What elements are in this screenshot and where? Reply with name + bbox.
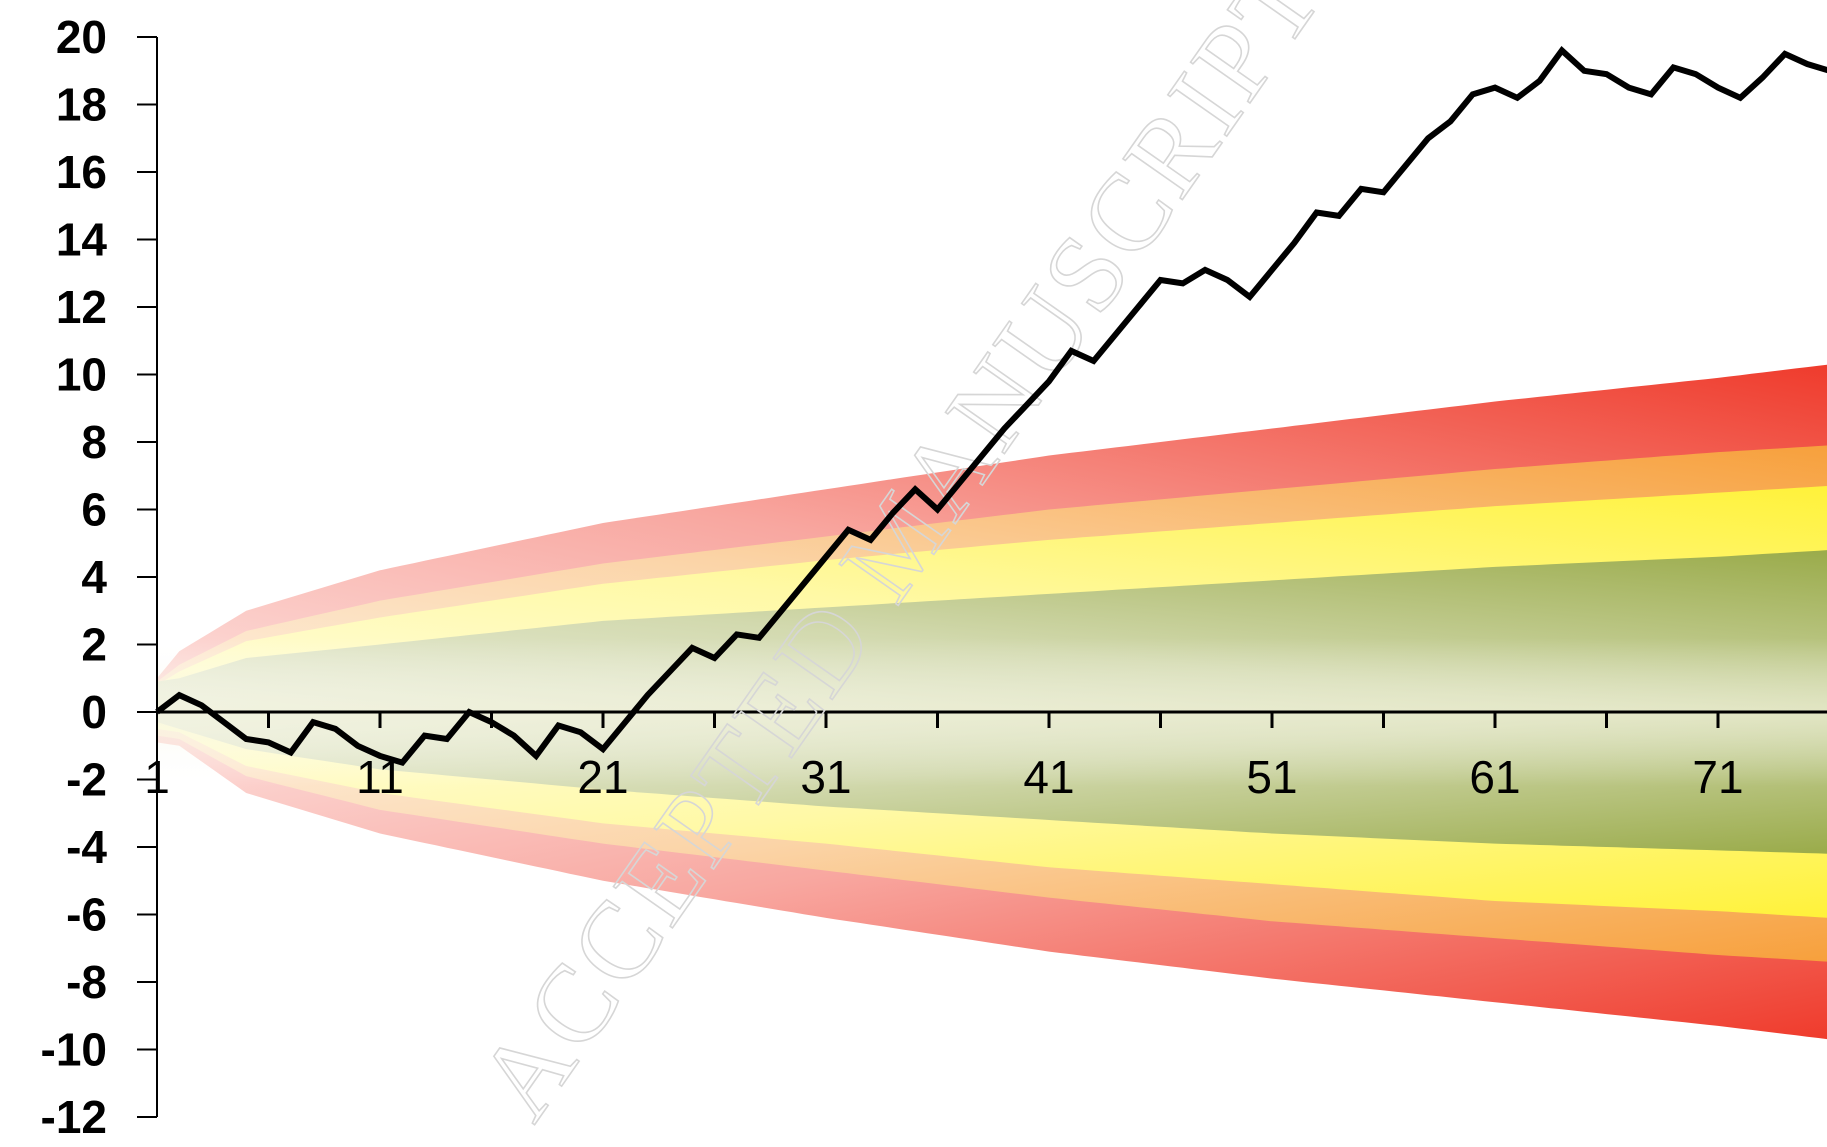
y-tick-label: -2: [66, 754, 107, 806]
y-tick-label: 16: [56, 146, 107, 198]
y-tick-label: -8: [66, 956, 107, 1008]
x-tick-label: 51: [1246, 751, 1297, 803]
y-tick-label: 6: [81, 484, 107, 536]
y-tick-label: -4: [66, 821, 107, 873]
y-tick-label: 18: [56, 79, 107, 131]
y-tick-label: 4: [81, 551, 107, 603]
x-tick-label: 61: [1469, 751, 1520, 803]
y-tick-label: 8: [81, 416, 107, 468]
y-tick-label: 2: [81, 619, 107, 671]
x-tick-label: 31: [800, 751, 851, 803]
series-line-0: [155, 46, 1827, 767]
y-tick-label: -6: [66, 889, 107, 941]
y-tick-label: -12: [41, 1091, 107, 1143]
series-lines: [155, 46, 1827, 767]
y-tick-label: 0: [81, 686, 107, 738]
y-tick-label: 20: [56, 11, 107, 63]
y-tick-label: 10: [56, 349, 107, 401]
y-tick-label: 14: [56, 214, 108, 266]
y-tick-label: 12: [56, 281, 107, 333]
x-tick-label: 41: [1023, 751, 1074, 803]
x-tick-label: 21: [577, 751, 628, 803]
x-tick-label: 71: [1692, 751, 1743, 803]
x-tick-label: 1: [144, 751, 170, 803]
y-tick-label: -10: [41, 1024, 107, 1076]
